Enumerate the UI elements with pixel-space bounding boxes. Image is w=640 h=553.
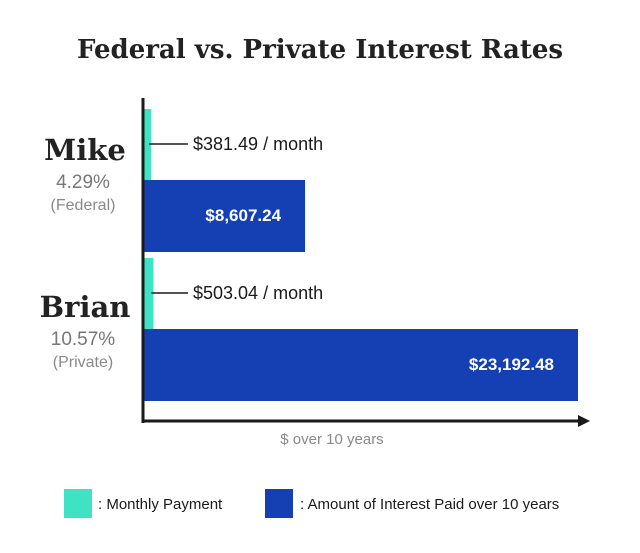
interest-rate-mike: 4.29% [56, 172, 110, 193]
monthly-payment-label-brian: $503.04 / month [193, 283, 323, 303]
loan-type-mike: (Federal) [51, 197, 116, 214]
interest-paid-label-mike: $8,607.24 [205, 206, 281, 225]
monthly-payment-bar-mike [144, 109, 152, 180]
chart-title: Federal vs. Private Interest Rates [77, 35, 563, 65]
interest-rate-brian: 10.57% [51, 329, 116, 350]
monthly-payment-bar-brian [144, 258, 154, 329]
interest-paid-bar-mike [144, 180, 306, 252]
interest-paid-label-brian: $23,192.48 [469, 355, 554, 374]
interest-paid-bar-brian [144, 329, 578, 401]
legend-label-monthly-payment: : Monthly Payment [98, 496, 223, 513]
x-axis-arrow-icon [578, 415, 590, 427]
legend-swatch-monthly-payment [64, 489, 92, 518]
person-name-brian: Brian [40, 290, 131, 324]
legend-swatch-interest-paid [265, 489, 293, 518]
legend: : Monthly Payment : Amount of Interest Pa… [64, 489, 559, 518]
person-name-mike: Mike [44, 133, 126, 167]
loan-type-brian: (Private) [53, 354, 113, 371]
plot-area: $381.49 / month $8,607.24 $503.04 / month $… [144, 109, 578, 401]
category-labels: Mike 4.29% (Federal) Brian 10.57% (Private) [40, 133, 131, 371]
legend-label-interest-paid: : Amount of Interest Paid over 10 years [300, 496, 559, 513]
x-axis-label: $ over 10 years [280, 431, 383, 448]
monthly-payment-label-mike: $381.49 / month [193, 134, 323, 154]
